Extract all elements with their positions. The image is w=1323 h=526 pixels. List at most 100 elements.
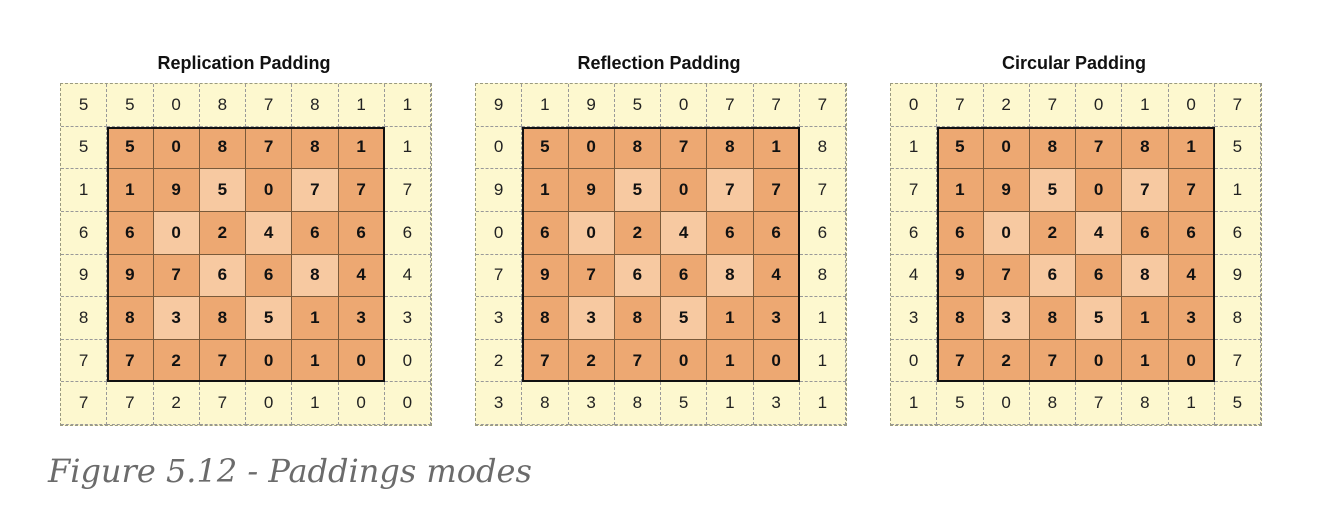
input-cell: 2 <box>153 339 200 383</box>
padding-cell: 1 <box>799 339 846 383</box>
input-cell: 1 <box>338 126 385 170</box>
padding-cell: 0 <box>384 339 431 383</box>
input-cell: 4 <box>1168 254 1215 298</box>
padding-cell: 0 <box>1168 84 1215 127</box>
padding-cell: 8 <box>1214 297 1261 340</box>
padding-cell: 0 <box>246 382 293 425</box>
padding-cell: 2 <box>983 84 1030 127</box>
padding-cell: 9 <box>476 169 523 212</box>
padding-cell: 1 <box>1122 84 1169 127</box>
input-cell: 7 <box>1122 169 1169 212</box>
input-cell: 0 <box>246 169 293 212</box>
input-cell: 8 <box>107 297 154 340</box>
input-cell: 1 <box>292 339 339 383</box>
padding-cell: 3 <box>891 297 938 340</box>
padding-cell: 1 <box>61 169 108 212</box>
padding-cell: 8 <box>799 254 846 298</box>
padding-cell: 8 <box>292 84 339 127</box>
input-cell: 5 <box>937 126 984 170</box>
input-cell: 0 <box>1168 339 1215 383</box>
input-cell: 5 <box>661 297 708 340</box>
input-cell: 1 <box>1168 126 1215 170</box>
input-cell: 0 <box>753 339 800 383</box>
input-cell: 0 <box>983 211 1030 255</box>
padding-cell: 0 <box>891 84 938 127</box>
input-cell: 6 <box>937 211 984 255</box>
padding-cell: 3 <box>568 382 615 425</box>
input-cell: 8 <box>614 297 661 340</box>
input-cell: 7 <box>246 126 293 170</box>
padding-cell: 7 <box>384 169 431 212</box>
padding-cell: 9 <box>476 84 523 127</box>
padding-cell: 7 <box>1076 382 1123 425</box>
padding-cell: 9 <box>1214 254 1261 298</box>
input-cell: 6 <box>107 211 154 255</box>
padding-cell: 7 <box>799 84 846 127</box>
input-cell: 0 <box>661 169 708 212</box>
input-cell: 0 <box>568 211 615 255</box>
padding-cell: 7 <box>1214 339 1261 383</box>
input-cell: 7 <box>753 169 800 212</box>
padding-cell: 1 <box>1214 169 1261 212</box>
input-cell: 5 <box>199 169 246 212</box>
padding-cell: 6 <box>384 211 431 255</box>
input-cell: 7 <box>1029 339 1076 383</box>
input-cell: 5 <box>246 297 293 340</box>
padding-cell: 1 <box>522 84 569 127</box>
padding-cell: 5 <box>614 84 661 127</box>
input-cell: 4 <box>338 254 385 298</box>
input-cell: 5 <box>1029 169 1076 212</box>
padding-cell: 8 <box>614 382 661 425</box>
padding-cell: 5 <box>107 84 154 127</box>
padding-cell: 7 <box>199 382 246 425</box>
input-cell: 6 <box>1122 211 1169 255</box>
padding-cell: 5 <box>1214 126 1261 170</box>
padding-cell: 0 <box>384 382 431 425</box>
padding-cell: 1 <box>707 382 754 425</box>
padding-cell: 8 <box>522 382 569 425</box>
input-cell: 6 <box>661 254 708 298</box>
input-cell: 2 <box>983 339 1030 383</box>
input-cell: 3 <box>568 297 615 340</box>
padding-cell: 0 <box>983 382 1030 425</box>
padding-cell: 7 <box>107 382 154 425</box>
input-cell: 8 <box>614 126 661 170</box>
input-cell: 2 <box>614 211 661 255</box>
input-cell: 7 <box>661 126 708 170</box>
input-cell: 4 <box>246 211 293 255</box>
input-cell: 8 <box>1122 254 1169 298</box>
input-cell: 0 <box>568 126 615 170</box>
padding-cell: 3 <box>476 297 523 340</box>
padding-cell: 6 <box>61 211 108 255</box>
input-cell: 6 <box>1168 211 1215 255</box>
input-cell: 7 <box>338 169 385 212</box>
input-cell: 9 <box>568 169 615 212</box>
figure-caption: Figure 5.12 - Paddings modes <box>48 452 532 490</box>
input-cell: 8 <box>707 254 754 298</box>
panel-title: Reflection Padding <box>577 53 741 73</box>
input-cell: 5 <box>1076 297 1123 340</box>
input-cell: 0 <box>246 339 293 383</box>
padding-cell: 1 <box>338 84 385 127</box>
input-cell: 7 <box>292 169 339 212</box>
input-cell: 6 <box>338 211 385 255</box>
padding-cell: 7 <box>61 382 108 425</box>
input-cell: 5 <box>107 126 154 170</box>
input-cell: 6 <box>292 211 339 255</box>
input-cell: 0 <box>153 211 200 255</box>
padding-cell: 7 <box>707 84 754 127</box>
padding-cell: 7 <box>1214 84 1261 127</box>
input-cell: 7 <box>707 169 754 212</box>
padding-cell: 2 <box>153 382 200 425</box>
padding-cell: 8 <box>799 126 846 170</box>
input-cell: 9 <box>937 254 984 298</box>
padding-cell: 7 <box>476 254 523 298</box>
input-cell: 6 <box>614 254 661 298</box>
padding-cell: 8 <box>1029 382 1076 425</box>
input-cell: 6 <box>246 254 293 298</box>
